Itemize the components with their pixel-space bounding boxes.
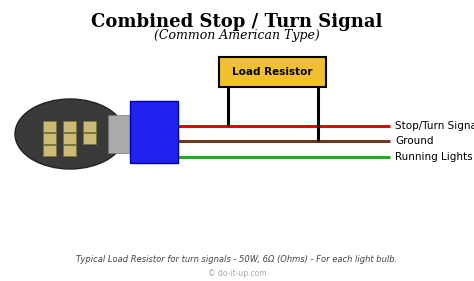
Bar [63,133,76,144]
Text: (Common American Type): (Common American Type) [154,29,320,42]
Text: Combined Stop / Turn Signal: Combined Stop / Turn Signal [91,13,383,31]
Bar [43,121,56,132]
FancyBboxPatch shape [219,57,326,87]
Text: Stop/Turn Signal: Stop/Turn Signal [395,121,474,131]
Bar [130,123,135,145]
Text: Typical Load Resistor for turn signals - 50W, 6Ω (Ohms) - For each light bulb.: Typical Load Resistor for turn signals -… [76,255,398,264]
Text: Running Lights: Running Lights [395,152,473,162]
Text: © do-it-up.com: © do-it-up.com [208,269,266,278]
Bar [130,101,178,163]
Bar [108,115,132,153]
Bar [63,121,76,132]
Bar [63,145,76,156]
Bar [43,145,56,156]
Text: Ground: Ground [395,136,434,146]
Bar [43,133,56,144]
Ellipse shape [15,99,125,169]
Bar [83,133,96,144]
Bar [83,121,96,132]
Text: Load Resistor: Load Resistor [232,67,313,77]
